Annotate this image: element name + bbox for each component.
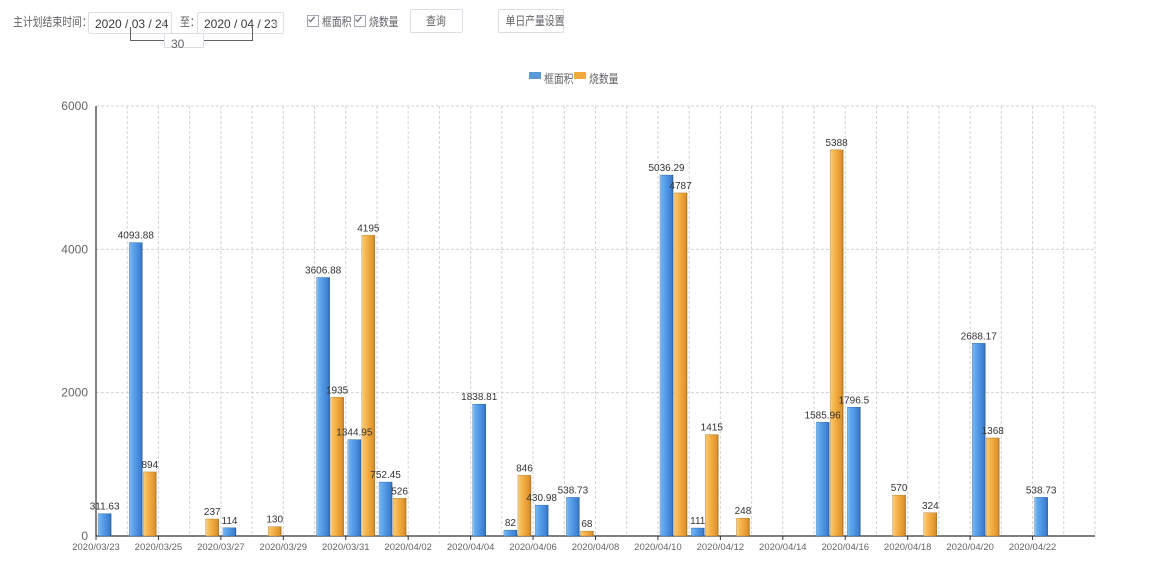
svg-text:2020/03/23: 2020/03/23: [72, 542, 120, 553]
svg-text:526: 526: [391, 486, 408, 497]
svg-text:5036.29: 5036.29: [648, 163, 685, 174]
svg-text:2020/04/02: 2020/04/02: [384, 542, 432, 553]
svg-text:1344.95: 1344.95: [336, 428, 373, 439]
svg-text:2688.17: 2688.17: [961, 331, 998, 342]
svg-text:130: 130: [266, 515, 283, 526]
svg-text:2020/03/31: 2020/03/31: [322, 542, 370, 553]
svg-text:894: 894: [141, 460, 158, 471]
svg-text:2020/04/16: 2020/04/16: [821, 542, 869, 553]
svg-text:2020/04/10: 2020/04/10: [634, 542, 682, 553]
svg-text:1415: 1415: [701, 423, 724, 434]
svg-text:2020/04/18: 2020/04/18: [884, 542, 932, 553]
svg-text:430.98: 430.98: [526, 493, 557, 504]
svg-text:1838.81: 1838.81: [461, 392, 498, 403]
svg-text:4000: 4000: [61, 242, 88, 256]
svg-text:752.45: 752.45: [370, 470, 401, 481]
svg-text:4787: 4787: [669, 181, 692, 192]
svg-text:6000: 6000: [61, 99, 88, 113]
svg-text:114: 114: [222, 516, 238, 527]
svg-text:2020/04/22: 2020/04/22: [1009, 542, 1057, 553]
svg-text:846: 846: [516, 463, 533, 474]
svg-text:2020/03/25: 2020/03/25: [135, 542, 183, 553]
svg-text:311.63: 311.63: [90, 502, 120, 513]
svg-text:2020/04/08: 2020/04/08: [572, 542, 620, 553]
svg-text:2020/03/27: 2020/03/27: [197, 542, 245, 553]
svg-text:2020/03/29: 2020/03/29: [260, 542, 308, 553]
svg-text:1935: 1935: [326, 385, 349, 396]
svg-text:2020/04/04: 2020/04/04: [447, 542, 495, 553]
svg-text:4195: 4195: [357, 223, 380, 234]
svg-text:538.73: 538.73: [558, 485, 589, 496]
svg-text:2020/04/12: 2020/04/12: [697, 542, 745, 553]
svg-text:237: 237: [204, 507, 221, 518]
svg-text:68: 68: [581, 519, 593, 530]
svg-text:538.73: 538.73: [1026, 485, 1057, 496]
svg-text:5388: 5388: [826, 138, 849, 149]
svg-text:2020/04/06: 2020/04/06: [509, 542, 557, 553]
svg-text:82: 82: [505, 518, 517, 529]
svg-text:2020/04/20: 2020/04/20: [946, 542, 994, 553]
svg-text:248: 248: [735, 506, 752, 517]
svg-text:4093.88: 4093.88: [118, 231, 155, 242]
svg-text:111: 111: [690, 516, 706, 527]
svg-text:570: 570: [891, 483, 908, 494]
svg-text:2020/04/14: 2020/04/14: [759, 542, 807, 553]
svg-text:2000: 2000: [61, 386, 88, 400]
svg-text:1585.96: 1585.96: [805, 410, 842, 421]
svg-text:0: 0: [81, 529, 88, 543]
svg-text:3606.88: 3606.88: [305, 266, 342, 277]
svg-text:324: 324: [922, 501, 939, 512]
svg-text:1796.5: 1796.5: [839, 395, 870, 406]
svg-text:1368: 1368: [982, 426, 1005, 437]
